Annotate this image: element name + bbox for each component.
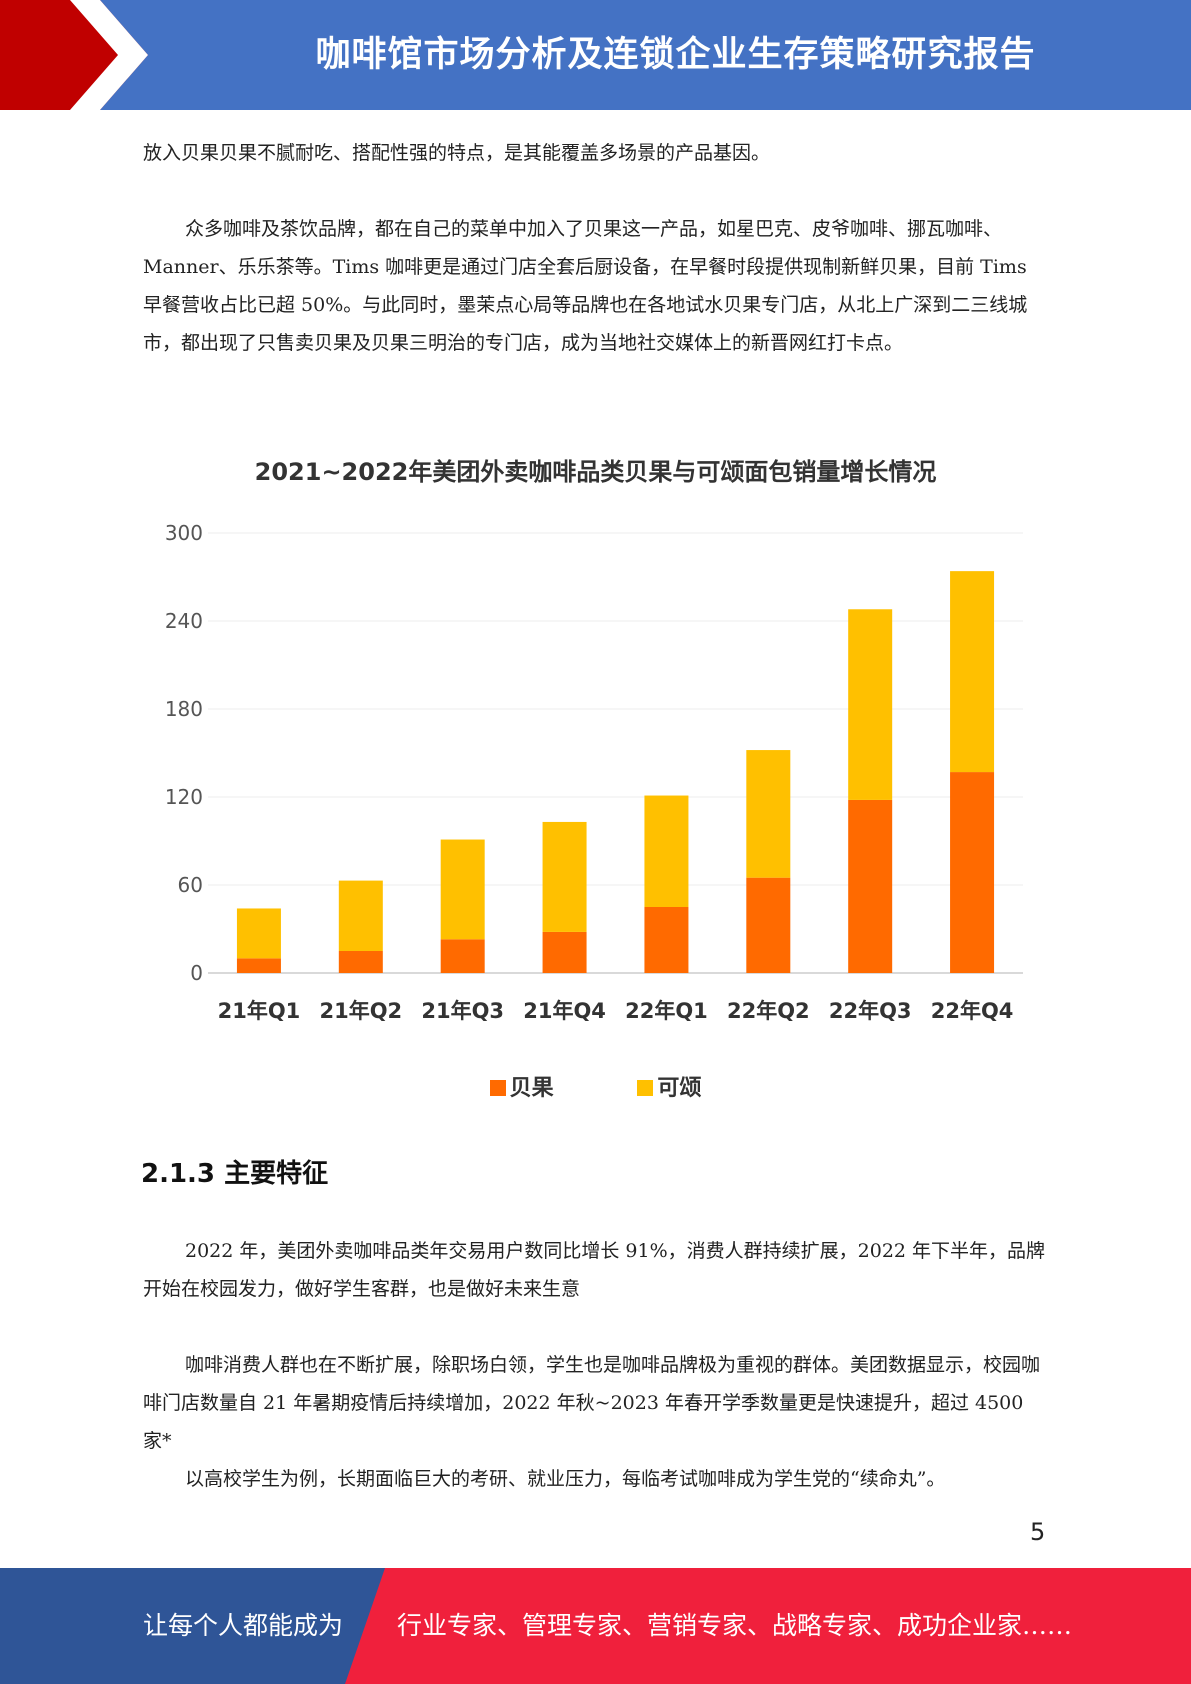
y-tick-label: 180 — [165, 697, 203, 721]
x-tick-label: 21年Q2 — [319, 999, 402, 1023]
y-tick-label: 300 — [165, 521, 203, 545]
legend-label-bagel: 贝果 — [509, 1076, 554, 1101]
x-tick-label: 21年Q3 — [421, 999, 504, 1023]
bar-croissant — [950, 571, 995, 773]
bar-croissant — [236, 908, 281, 959]
footer-slogan-right: 行业专家、管理专家、营销专家、战略专家、成功企业家…… — [397, 1611, 1073, 1640]
legend-label-croissant: 可颂 — [657, 1076, 702, 1101]
bar-bagel — [440, 939, 485, 973]
y-tick-label: 120 — [165, 785, 203, 809]
x-tick-label: 22年Q2 — [727, 999, 810, 1023]
footer-background — [0, 1568, 1191, 1684]
bar-bagel — [950, 772, 995, 973]
chart-legend: 贝果 可颂 — [143, 1070, 1048, 1102]
bar-chart: 0 60 120 180 240 300 21年Q1 21年Q2 21年Q3 21年Q4 22年Q1… — [143, 440, 1048, 1110]
chart-title: 2021~2022年美团外卖咖啡品类贝果与可颂面包销量增长情况 — [254, 458, 937, 486]
page-footer: 让每个人都能成为 行业专家、管理专家、营销专家、战略专家、成功企业家…… — [0, 1568, 1191, 1684]
paragraph-user-growth: 2022 年，美团外卖咖啡品类年交易用户数同比增长 91%，消费人群持续扩展，2… — [143, 1240, 1046, 1300]
bar-croissant — [644, 795, 689, 907]
paragraph-campus: 咖啡消费人群也在不断扩展，除职场白领，学生也是咖啡品牌极为重视的群体。美团数据显… — [143, 1354, 1041, 1452]
legend-item-croissant: 可颂 — [637, 1070, 701, 1102]
x-tick-label: 21年Q4 — [523, 999, 606, 1023]
bar-bagel — [236, 958, 281, 973]
bar-croissant — [338, 880, 383, 951]
section-heading: 2.1.3 主要特征 — [141, 1159, 329, 1189]
legend-swatch-croissant — [637, 1080, 654, 1096]
header-arrow-decoration — [0, 0, 148, 110]
chart-canvas: 0 60 120 180 240 300 21年Q1 21年Q2 21年Q3 21年Q4 22年Q1… — [165, 521, 1023, 1023]
paragraph-students: 以高校学生为例，长期面临巨大的考研、就业压力，每临考试咖啡成为学生党的“续命丸”… — [185, 1468, 946, 1490]
bar-bagel — [746, 877, 791, 973]
paragraph-bagel-intro: 放入贝果贝果不腻耐吃、搭配性强的特点，是其能覆盖多场景的产品基因。 — [143, 142, 771, 164]
y-tick-label: 60 — [178, 873, 203, 897]
bar-bagel — [644, 907, 689, 973]
bar-croissant — [848, 609, 893, 800]
footer-slogan-left: 让每个人都能成为 — [143, 1611, 344, 1640]
page-header: 咖啡馆市场分析及连锁企业生存策略研究报告 — [0, 0, 1191, 110]
bar-bagel — [848, 799, 893, 973]
legend-swatch-bagel — [489, 1080, 506, 1096]
x-tick-label: 21年Q1 — [218, 999, 301, 1023]
x-tick-label: 22年Q4 — [931, 999, 1014, 1023]
bar-croissant — [440, 839, 485, 940]
bar-croissant — [746, 750, 791, 878]
y-tick-label: 0 — [190, 961, 203, 985]
report-title: 咖啡馆市场分析及连锁企业生存策略研究报告 — [315, 35, 1036, 75]
legend-item-bagel: 贝果 — [489, 1070, 554, 1102]
paragraph-brands: 众多咖啡及茶饮品牌，都在自己的菜单中加入了贝果这一产品，如星巴克、皮爷咖啡、挪瓦… — [143, 218, 1028, 354]
page-number: 5 — [1030, 1518, 1046, 1546]
x-tick-label: 22年Q1 — [625, 999, 708, 1023]
bar-bagel — [542, 931, 587, 973]
bar-bagel — [338, 951, 383, 973]
y-tick-label: 240 — [165, 609, 203, 633]
bar-croissant — [542, 821, 587, 932]
x-tick-label: 22年Q3 — [829, 999, 912, 1023]
